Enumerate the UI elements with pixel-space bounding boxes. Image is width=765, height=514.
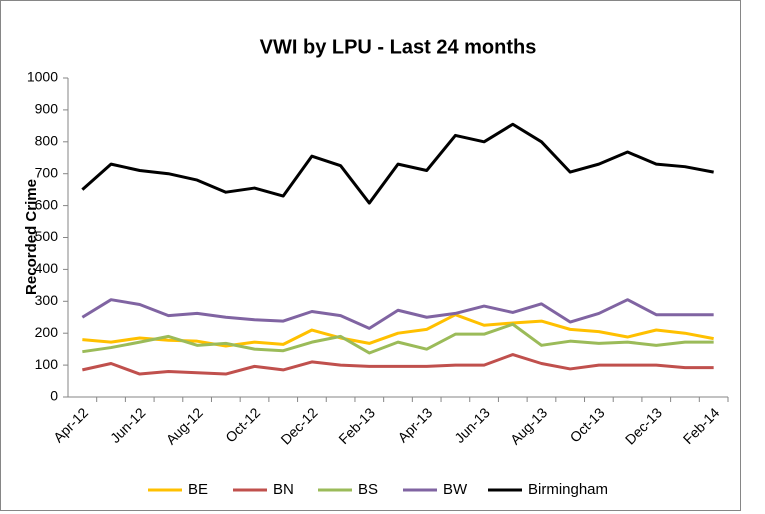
- y-tick-label: 500: [35, 228, 59, 244]
- series-line: [82, 353, 714, 376]
- series-line: [81, 122, 714, 205]
- y-tick-label: 800: [35, 133, 59, 149]
- legend-label: Birmingham: [528, 481, 608, 498]
- y-tick-label: 600: [35, 196, 59, 212]
- y-tick-label: 0: [50, 388, 58, 404]
- legend-label: BW: [443, 481, 468, 498]
- y-tick-label: 400: [35, 260, 59, 276]
- chart-border: [0, 0, 741, 511]
- y-tick-label: 900: [35, 101, 59, 117]
- chart-title: VWI by LPU - Last 24 months: [260, 36, 537, 58]
- y-tick-label: 200: [35, 324, 59, 340]
- y-tick-label: 1000: [27, 69, 58, 85]
- legend-label: BN: [273, 481, 294, 498]
- y-tick-label: 700: [35, 164, 59, 180]
- series-line: [82, 322, 714, 355]
- y-tick-label: 300: [35, 292, 59, 308]
- y-axis-label: Recorded Crime: [23, 179, 40, 295]
- legend-label: BE: [188, 481, 208, 498]
- series-line: [81, 298, 714, 330]
- legend-label: BS: [358, 481, 378, 498]
- y-tick-label: 100: [35, 356, 59, 372]
